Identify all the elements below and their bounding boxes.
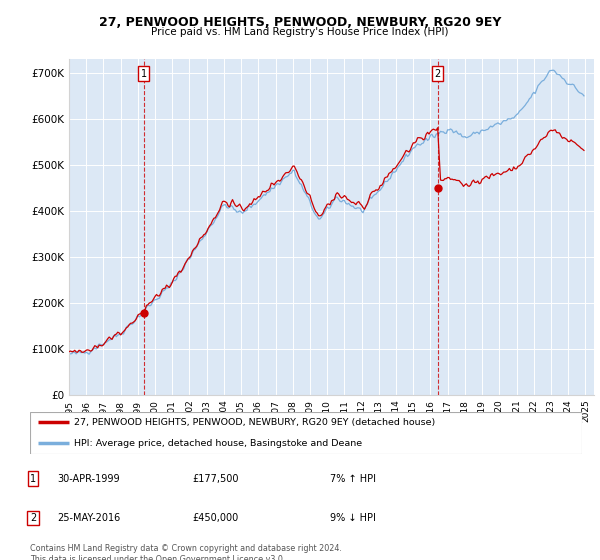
Text: HPI: Average price, detached house, Basingstoke and Deane: HPI: Average price, detached house, Basi… — [74, 438, 362, 447]
Text: 9% ↓ HPI: 9% ↓ HPI — [330, 513, 376, 523]
Text: 27, PENWOOD HEIGHTS, PENWOOD, NEWBURY, RG20 9EY (detached house): 27, PENWOOD HEIGHTS, PENWOOD, NEWBURY, R… — [74, 418, 436, 427]
Text: £177,500: £177,500 — [192, 474, 239, 484]
Text: 1: 1 — [30, 474, 36, 484]
Text: 1: 1 — [140, 69, 146, 79]
Text: Contains HM Land Registry data © Crown copyright and database right 2024.
This d: Contains HM Land Registry data © Crown c… — [30, 544, 342, 560]
FancyBboxPatch shape — [30, 412, 582, 454]
Text: 7% ↑ HPI: 7% ↑ HPI — [330, 474, 376, 484]
Text: £450,000: £450,000 — [192, 513, 238, 523]
Text: Price paid vs. HM Land Registry's House Price Index (HPI): Price paid vs. HM Land Registry's House … — [151, 27, 449, 37]
Text: 25-MAY-2016: 25-MAY-2016 — [57, 513, 120, 523]
Text: 2: 2 — [30, 513, 36, 523]
Text: 2: 2 — [434, 69, 441, 79]
Text: 30-APR-1999: 30-APR-1999 — [57, 474, 119, 484]
Text: 27, PENWOOD HEIGHTS, PENWOOD, NEWBURY, RG20 9EY: 27, PENWOOD HEIGHTS, PENWOOD, NEWBURY, R… — [99, 16, 501, 29]
